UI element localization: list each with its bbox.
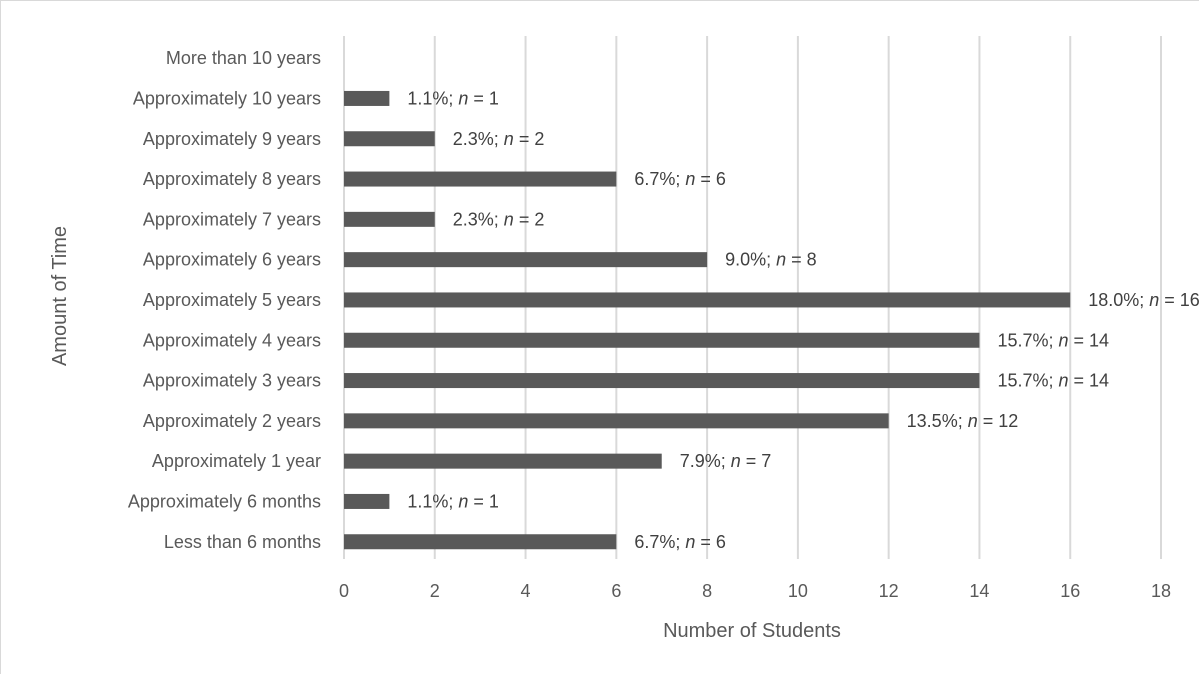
data-label-count: = 12 <box>978 411 1019 431</box>
data-label-count: = 1 <box>468 88 499 108</box>
y-axis-title: Amount of Time <box>49 226 71 366</box>
data-label-count: = 6 <box>695 169 726 189</box>
data-label: 9.0%; n = 8 <box>725 250 817 270</box>
x-tick-labels: 0 2 4 6 8 10 12 14 16 18 <box>339 581 1171 601</box>
category-label: Approximately 4 years <box>143 330 321 350</box>
data-label: 7.9%; n = 7 <box>680 451 772 471</box>
data-label-count: = 7 <box>741 451 772 471</box>
data-label-percent: 15.7%; <box>997 371 1058 391</box>
x-tick-label: 2 <box>430 581 440 601</box>
category-label: Approximately 9 years <box>143 129 321 149</box>
data-label-percent: 6.7%; <box>634 532 685 552</box>
category-label: Approximately 8 years <box>143 169 321 189</box>
data-label: 6.7%; n = 6 <box>634 169 726 189</box>
x-tick-label: 16 <box>1060 581 1080 601</box>
x-tick-label: 18 <box>1151 581 1171 601</box>
data-label-n: n <box>504 129 514 149</box>
data-label: 15.7%; n = 14 <box>997 371 1109 391</box>
category-label: More than 10 years <box>166 48 321 68</box>
bar <box>344 211 435 227</box>
bar <box>344 90 390 106</box>
bar <box>344 534 617 550</box>
x-tick-label: 0 <box>339 581 349 601</box>
x-tick-label: 4 <box>521 581 531 601</box>
bars <box>344 90 1071 550</box>
data-label-count: = 14 <box>1069 330 1110 350</box>
data-label-n: n <box>685 169 695 189</box>
category-label: Approximately 6 years <box>143 250 321 270</box>
data-label: 2.3%; n = 2 <box>453 129 545 149</box>
data-label-n: n <box>968 411 978 431</box>
category-label: Approximately 6 months <box>128 491 321 511</box>
data-label-n: n <box>504 209 514 229</box>
data-label: 2.3%; n = 2 <box>453 209 545 229</box>
data-label-count: = 2 <box>514 209 545 229</box>
bar <box>344 171 617 187</box>
x-tick-label: 6 <box>611 581 621 601</box>
category-labels: Less than 6 months Approximately 6 months… <box>128 48 321 552</box>
bar <box>344 373 980 389</box>
bar <box>344 252 708 268</box>
data-label-n: n <box>731 451 741 471</box>
bar <box>344 413 889 429</box>
category-label: Approximately 3 years <box>143 371 321 391</box>
data-label-percent: 13.5%; <box>907 411 968 431</box>
data-label-n: n <box>1058 330 1068 350</box>
x-axis-title: Number of Students <box>663 620 841 642</box>
data-label: 1.1%; n = 1 <box>407 491 499 511</box>
data-label-n: n <box>1149 290 1159 310</box>
data-label-n: n <box>776 250 786 270</box>
data-label-n: n <box>685 532 695 552</box>
data-labels: 6.7%; n = 6 1.1%; n = 1 7.9%; n = 7 13.5%; … <box>407 88 1199 551</box>
bar <box>344 493 390 509</box>
data-label: 13.5%; n = 12 <box>907 411 1019 431</box>
data-label-count: = 14 <box>1069 371 1110 391</box>
data-label-percent: 15.7%; <box>997 330 1058 350</box>
x-tick-label: 14 <box>969 581 989 601</box>
data-label-count: = 8 <box>786 250 817 270</box>
data-label-n: n <box>458 491 468 511</box>
category-label: Approximately 5 years <box>143 290 321 310</box>
data-label-percent: 6.7%; <box>634 169 685 189</box>
x-tick-label: 10 <box>788 581 808 601</box>
data-label-count: = 1 <box>468 491 499 511</box>
bar <box>344 131 435 147</box>
data-label-percent: 1.1%; <box>407 88 458 108</box>
bar <box>344 332 980 348</box>
data-label: 15.7%; n = 14 <box>997 330 1109 350</box>
category-label: Approximately 2 years <box>143 411 321 431</box>
data-label-count: = 2 <box>514 129 545 149</box>
data-label-percent: 9.0%; <box>725 250 776 270</box>
x-tick-label: 12 <box>879 581 899 601</box>
data-label-count: = 16 <box>1159 290 1199 310</box>
x-tick-label: 8 <box>702 581 712 601</box>
data-label-n: n <box>458 88 468 108</box>
category-label: Approximately 7 years <box>143 209 321 229</box>
data-label-n: n <box>1058 371 1068 391</box>
data-label-percent: 18.0%; <box>1088 290 1149 310</box>
category-label: Less than 6 months <box>164 532 321 552</box>
data-label: 18.0%; n = 16 <box>1088 290 1199 310</box>
category-label: Approximately 10 years <box>133 88 321 108</box>
data-label-count: = 6 <box>695 532 726 552</box>
bar <box>344 453 662 469</box>
data-label-percent: 2.3%; <box>453 209 504 229</box>
data-label: 6.7%; n = 6 <box>634 532 726 552</box>
data-label: 1.1%; n = 1 <box>407 88 499 108</box>
data-label-percent: 7.9%; <box>680 451 731 471</box>
category-label: Approximately 1 year <box>152 451 321 471</box>
data-label-percent: 2.3%; <box>453 129 504 149</box>
bar <box>344 292 1071 308</box>
data-label-percent: 1.1%; <box>407 491 458 511</box>
